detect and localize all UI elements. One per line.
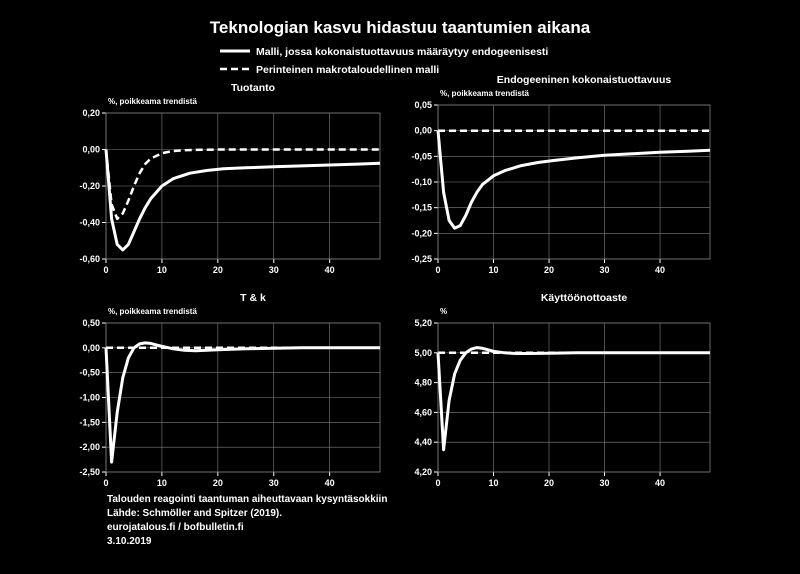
legend-label-solid: Malli, jossa kokonaistuottavuus määräyty… — [256, 46, 548, 58]
panel-1: Tuotanto %, poikkeama trendistä 0,20 0,00 -0… — [79, 82, 381, 275]
y-tick-label: 4,20 — [414, 467, 432, 477]
x-tick-label: 20 — [544, 265, 554, 275]
y-tick-label: -0,10 — [411, 177, 432, 187]
y-tick-label: -0,20 — [79, 181, 100, 191]
plot-area — [105, 112, 381, 260]
y-tick-label: 4,40 — [414, 437, 432, 447]
x-tick-label: 30 — [269, 265, 279, 275]
y-tick-label: -1,50 — [79, 417, 100, 427]
x-tick-label: 0 — [103, 265, 108, 275]
x-tick-label: 30 — [269, 478, 279, 488]
legend-label-dashed: Perinteinen makrotaloudellinen malli — [256, 64, 439, 76]
x-tick-label: 30 — [600, 265, 610, 275]
plot-area — [437, 104, 711, 260]
panel-title: Käyttöönottoaste — [541, 292, 627, 304]
x-tick-label: 10 — [157, 478, 167, 488]
y-tick-label: 4,80 — [414, 378, 432, 388]
series-line-solid — [436, 130, 711, 230]
x-tick-label: 30 — [600, 478, 610, 488]
x-tick-label: 0 — [103, 478, 108, 488]
plot-area — [105, 322, 381, 473]
y-tick-label: -0,15 — [411, 203, 432, 213]
chart-title: Teknologian kasvu hidastuu taantumien ai… — [210, 18, 591, 37]
footer-date: 3.10.2019 — [107, 536, 152, 547]
y-tick-label: 0,05 — [414, 100, 432, 110]
series-line-solid — [436, 346, 710, 452]
y-tick-label: 0,00 — [414, 126, 432, 136]
series-line-solid — [104, 149, 381, 252]
y-tick-label: -2,50 — [79, 467, 100, 477]
footer: Talouden reagointi taantuman aiheuttavaa… — [107, 494, 387, 547]
panel-2: Endogeeninen kokonaistuottavuus %, poikke… — [411, 74, 711, 275]
x-tick-label: 40 — [655, 478, 665, 488]
y-tick-label: -0,25 — [411, 254, 432, 264]
panel-4: Käyttöönottoaste% 5,20 5,00 4,80 4,60 4,40 4,2… — [414, 292, 711, 488]
y-tick-label: 0,50 — [82, 318, 100, 328]
y-tick-label: -1,00 — [79, 393, 100, 403]
legend: Malli, jossa kokonaistuottavuus määräyty… — [220, 46, 548, 76]
y-tick-label: 0,20 — [82, 108, 100, 118]
x-tick-label: 0 — [435, 265, 440, 275]
y-tick-label: 5,00 — [414, 348, 432, 358]
y-tick-label: -0,20 — [411, 228, 432, 238]
x-tick-label: 40 — [325, 265, 335, 275]
y-tick-label: 0,00 — [82, 145, 100, 155]
x-tick-label: 20 — [213, 478, 223, 488]
panels: Tuotanto %, poikkeama trendistä 0,20 0,00 -0… — [79, 74, 711, 488]
x-tick-label: 10 — [489, 265, 499, 275]
series-line-dashed — [104, 148, 380, 221]
x-tick-label: 20 — [544, 478, 554, 488]
panel-title: Tuotanto — [231, 82, 275, 94]
x-tick-label: 40 — [325, 478, 335, 488]
x-tick-label: 40 — [655, 265, 665, 275]
footer-description: Talouden reagointi taantuman aiheuttavaa… — [107, 494, 387, 505]
panel-3: T & k %, poikkeama trendistä 0,50 0,00 -0,50… — [79, 292, 381, 488]
y-tick-label: 5,20 — [414, 318, 432, 328]
x-tick-label: 10 — [489, 478, 499, 488]
panel-title: Endogeeninen kokonaistuottavuus — [497, 74, 672, 86]
plot-area — [437, 322, 711, 473]
x-tick-label: 10 — [157, 265, 167, 275]
y-tick-label: 0,00 — [82, 343, 100, 353]
panel-unit-label: %, poikkeama trendistä — [108, 307, 197, 316]
x-tick-label: 0 — [435, 478, 440, 488]
panel-title: T & k — [240, 292, 266, 304]
y-tick-label: -0,40 — [79, 218, 100, 228]
panel-unit-label: %, poikkeama trendistä — [108, 97, 197, 106]
y-tick-label: -0,05 — [411, 151, 432, 161]
panel-unit-label: % — [440, 307, 447, 316]
panel-unit-label: %, poikkeama trendistä — [440, 89, 529, 98]
footer-site: eurojatalous.fi / bofbulletin.fi — [107, 522, 244, 533]
y-tick-label: -2,00 — [79, 442, 100, 452]
y-tick-label: 4,60 — [414, 407, 432, 417]
y-tick-label: -0,60 — [79, 254, 100, 264]
series-line-solid — [104, 341, 380, 464]
x-tick-label: 20 — [213, 265, 223, 275]
footer-source: Lähde: Schmöller and Spitzer (2019). — [107, 508, 282, 519]
y-tick-label: -0,50 — [79, 368, 100, 378]
